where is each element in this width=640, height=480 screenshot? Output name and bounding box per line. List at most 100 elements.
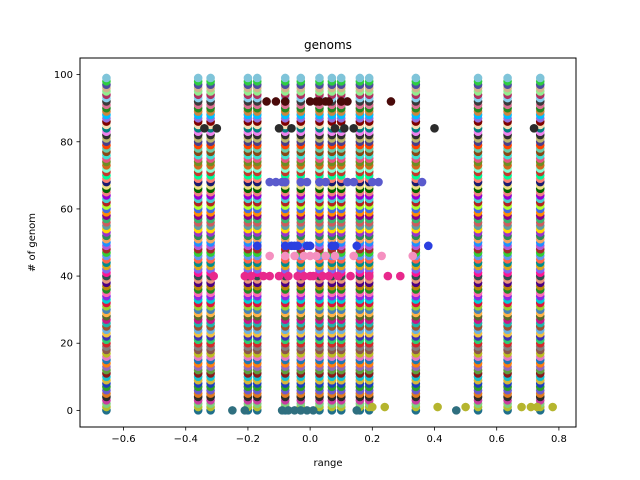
series-point	[308, 406, 318, 415]
genome-point	[364, 73, 374, 83]
x-tick-label: −0.2	[236, 434, 260, 445]
x-axis-ticks: −0.6 −0.4 −0.2 0.0 0.2 0.4 0.6 0.8	[111, 427, 567, 445]
series-point	[433, 402, 442, 412]
series-point	[324, 97, 334, 106]
plot-frame	[79, 57, 577, 428]
genome-point	[296, 73, 306, 83]
series-point	[333, 271, 343, 281]
series-point	[532, 402, 542, 412]
genome-point	[336, 73, 346, 83]
series-point	[343, 97, 352, 106]
series-point	[246, 271, 256, 281]
series-point	[368, 402, 377, 412]
series-point	[200, 124, 209, 133]
series-point	[417, 177, 427, 187]
series-point	[293, 271, 302, 281]
x-tick-label: −0.4	[174, 434, 198, 445]
series-point	[315, 177, 324, 187]
series-point	[262, 97, 271, 106]
series-point	[299, 271, 309, 281]
series-point	[461, 402, 470, 412]
x-tick-label: 0.2	[364, 434, 380, 445]
series-point	[312, 251, 321, 261]
series-point	[240, 271, 250, 281]
series-point	[330, 251, 340, 261]
x-tick-label: 0.6	[489, 434, 505, 445]
y-tick-label: 100	[54, 70, 73, 81]
series-point	[352, 406, 362, 415]
genome-point	[327, 73, 337, 83]
y-axis-ticks: 0 20 40 60 80 100	[54, 70, 80, 417]
series-point	[265, 271, 274, 281]
chart-title: genoms	[304, 38, 352, 52]
series-point	[287, 124, 296, 133]
series-point	[305, 251, 315, 261]
series-point	[280, 177, 290, 187]
x-tick-label: 0.4	[427, 434, 443, 445]
y-tick-label: 20	[60, 339, 73, 350]
genome-point	[503, 73, 512, 83]
series-point	[396, 271, 405, 281]
series-point	[280, 241, 290, 251]
y-tick-label: 40	[60, 272, 73, 283]
series-point	[383, 271, 393, 281]
x-axis-label: range	[313, 458, 342, 469]
series-point	[271, 177, 281, 187]
series-point	[526, 402, 536, 412]
y-tick-label: 80	[60, 137, 73, 148]
series-point	[252, 241, 262, 251]
series-point	[346, 271, 355, 281]
x-tick-label: 0.8	[551, 434, 567, 445]
series-point	[212, 124, 222, 133]
x-tick-label: −0.6	[111, 434, 135, 445]
series-point	[299, 251, 309, 261]
series-point	[296, 406, 306, 415]
series-point	[318, 271, 327, 281]
series-point	[305, 97, 315, 106]
series-point	[271, 97, 281, 106]
series-point	[265, 177, 274, 187]
series-point	[374, 177, 383, 187]
series-point	[423, 241, 433, 251]
series-point	[343, 177, 352, 187]
y-tick-label: 0	[67, 406, 73, 417]
series-point	[240, 406, 250, 415]
series-point	[274, 124, 284, 133]
genome-point	[411, 73, 421, 83]
genome-point	[206, 73, 215, 83]
series-point	[302, 177, 312, 187]
series-point	[349, 177, 358, 187]
series-point	[290, 251, 299, 261]
genome-point	[280, 73, 290, 83]
series-point	[321, 177, 330, 187]
genome-point	[252, 73, 262, 83]
series-point	[430, 124, 439, 133]
genome-point	[535, 73, 545, 83]
series-point	[529, 124, 539, 133]
series-point	[352, 241, 362, 251]
series-point	[377, 251, 386, 261]
series-point	[380, 402, 390, 412]
series-point	[228, 406, 237, 415]
series-point	[284, 406, 293, 415]
series-point	[324, 271, 334, 281]
series-point	[315, 97, 324, 106]
series-point	[386, 97, 396, 106]
series-point	[321, 251, 330, 261]
genome-point	[315, 73, 324, 83]
genome-point	[243, 73, 253, 83]
series-point	[364, 271, 374, 281]
data-points	[102, 73, 557, 415]
series-point	[330, 241, 340, 251]
series-point	[265, 251, 274, 261]
series-point	[451, 406, 461, 415]
series-point	[259, 271, 268, 281]
y-axis-label: # of genom	[27, 213, 38, 272]
series-point	[296, 177, 306, 187]
series-point	[330, 124, 340, 133]
series-point	[290, 406, 299, 415]
series-point	[277, 406, 287, 415]
genome-point	[193, 73, 203, 83]
series-point	[349, 251, 358, 261]
